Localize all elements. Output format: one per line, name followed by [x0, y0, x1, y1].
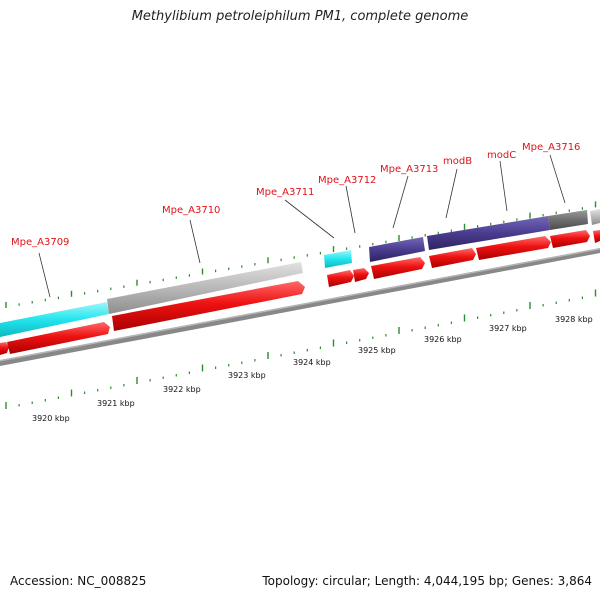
kbp-label: 3927 kbp — [489, 324, 527, 333]
kbp-label: 3921 kbp — [97, 399, 135, 408]
callout-mpe-a3710 — [189, 219, 201, 264]
accession-label: Accession: NC_008825 — [10, 574, 147, 588]
callout-mpe-a3712 — [345, 185, 356, 234]
gene-label-mpe-a3709[interactable]: Mpe_A3709 — [11, 237, 69, 248]
cds-arrow[interactable] — [429, 248, 476, 268]
cds-arrow[interactable] — [476, 236, 551, 260]
gene-label-mpe-a3713[interactable]: Mpe_A3713 — [380, 164, 438, 175]
cds-arrow[interactable] — [112, 281, 305, 331]
cds-arrow[interactable] — [353, 268, 369, 282]
cds-arrow[interactable] — [550, 230, 590, 248]
feature-mpe-a3711[interactable] — [324, 250, 352, 268]
feature-modb[interactable] — [427, 216, 550, 250]
feature-mpe-a3710[interactable] — [107, 262, 303, 314]
gene-label-mpe-a3716[interactable]: Mpe_A3716 — [522, 142, 580, 153]
callout-mpe-a3709 — [38, 252, 51, 298]
cds-arrow[interactable] — [327, 270, 354, 287]
feature-track-upper — [0, 209, 600, 337]
callout-modc — [499, 160, 508, 212]
feature-modc[interactable] — [548, 210, 588, 230]
feature-mpe-a3716[interactable] — [590, 209, 600, 225]
cds-arrow[interactable] — [593, 230, 600, 243]
cds-arrow[interactable] — [0, 342, 9, 355]
cds-arrow[interactable] — [371, 257, 425, 279]
kbp-label: 3924 kbp — [293, 358, 331, 367]
map-title: Methylibium petroleiphilum PM1, complete… — [131, 9, 469, 24]
kbp-label: 3925 kbp — [358, 346, 396, 355]
gene-label-mpe-a3710[interactable]: Mpe_A3710 — [162, 205, 220, 216]
cds-track — [0, 230, 600, 355]
genome-backbone-highlight — [0, 248, 600, 362]
callout-lines — [38, 154, 566, 298]
gene-label-modc[interactable]: modC — [487, 150, 516, 161]
gene-label-mpe-a3711[interactable]: Mpe_A3711 — [256, 187, 314, 198]
feature-mpe-a3713[interactable] — [369, 237, 425, 262]
callout-mpe-a3711 — [284, 199, 335, 239]
kbp-labels: 3920 kbp 3921 kbp 3922 kbp 3923 kbp 3924… — [32, 315, 593, 423]
kbp-label: 3928 kbp — [555, 315, 593, 324]
feature-mpe-a3709[interactable] — [0, 302, 109, 337]
callout-mpe-a3716 — [549, 154, 566, 204]
kbp-label: 3920 kbp — [32, 414, 70, 423]
callout-modb — [445, 168, 458, 219]
tick-row-upper — [5, 201, 597, 308]
callout-mpe-a3713 — [392, 175, 409, 229]
kbp-label: 3926 kbp — [424, 335, 462, 344]
gene-labels: Mpe_A3709 Mpe_A3710 Mpe_A3711 Mpe_A3712 … — [11, 142, 580, 248]
gene-label-mpe-a3712[interactable]: Mpe_A3712 — [318, 175, 376, 186]
cds-arrow[interactable] — [7, 322, 110, 354]
genome-summary: Topology: circular; Length: 4,044,195 bp… — [262, 574, 592, 588]
gene-label-modb[interactable]: modB — [443, 156, 472, 167]
kbp-label: 3922 kbp — [163, 385, 201, 394]
kbp-label: 3923 kbp — [228, 371, 266, 380]
tick-row-lower — [5, 289, 597, 409]
